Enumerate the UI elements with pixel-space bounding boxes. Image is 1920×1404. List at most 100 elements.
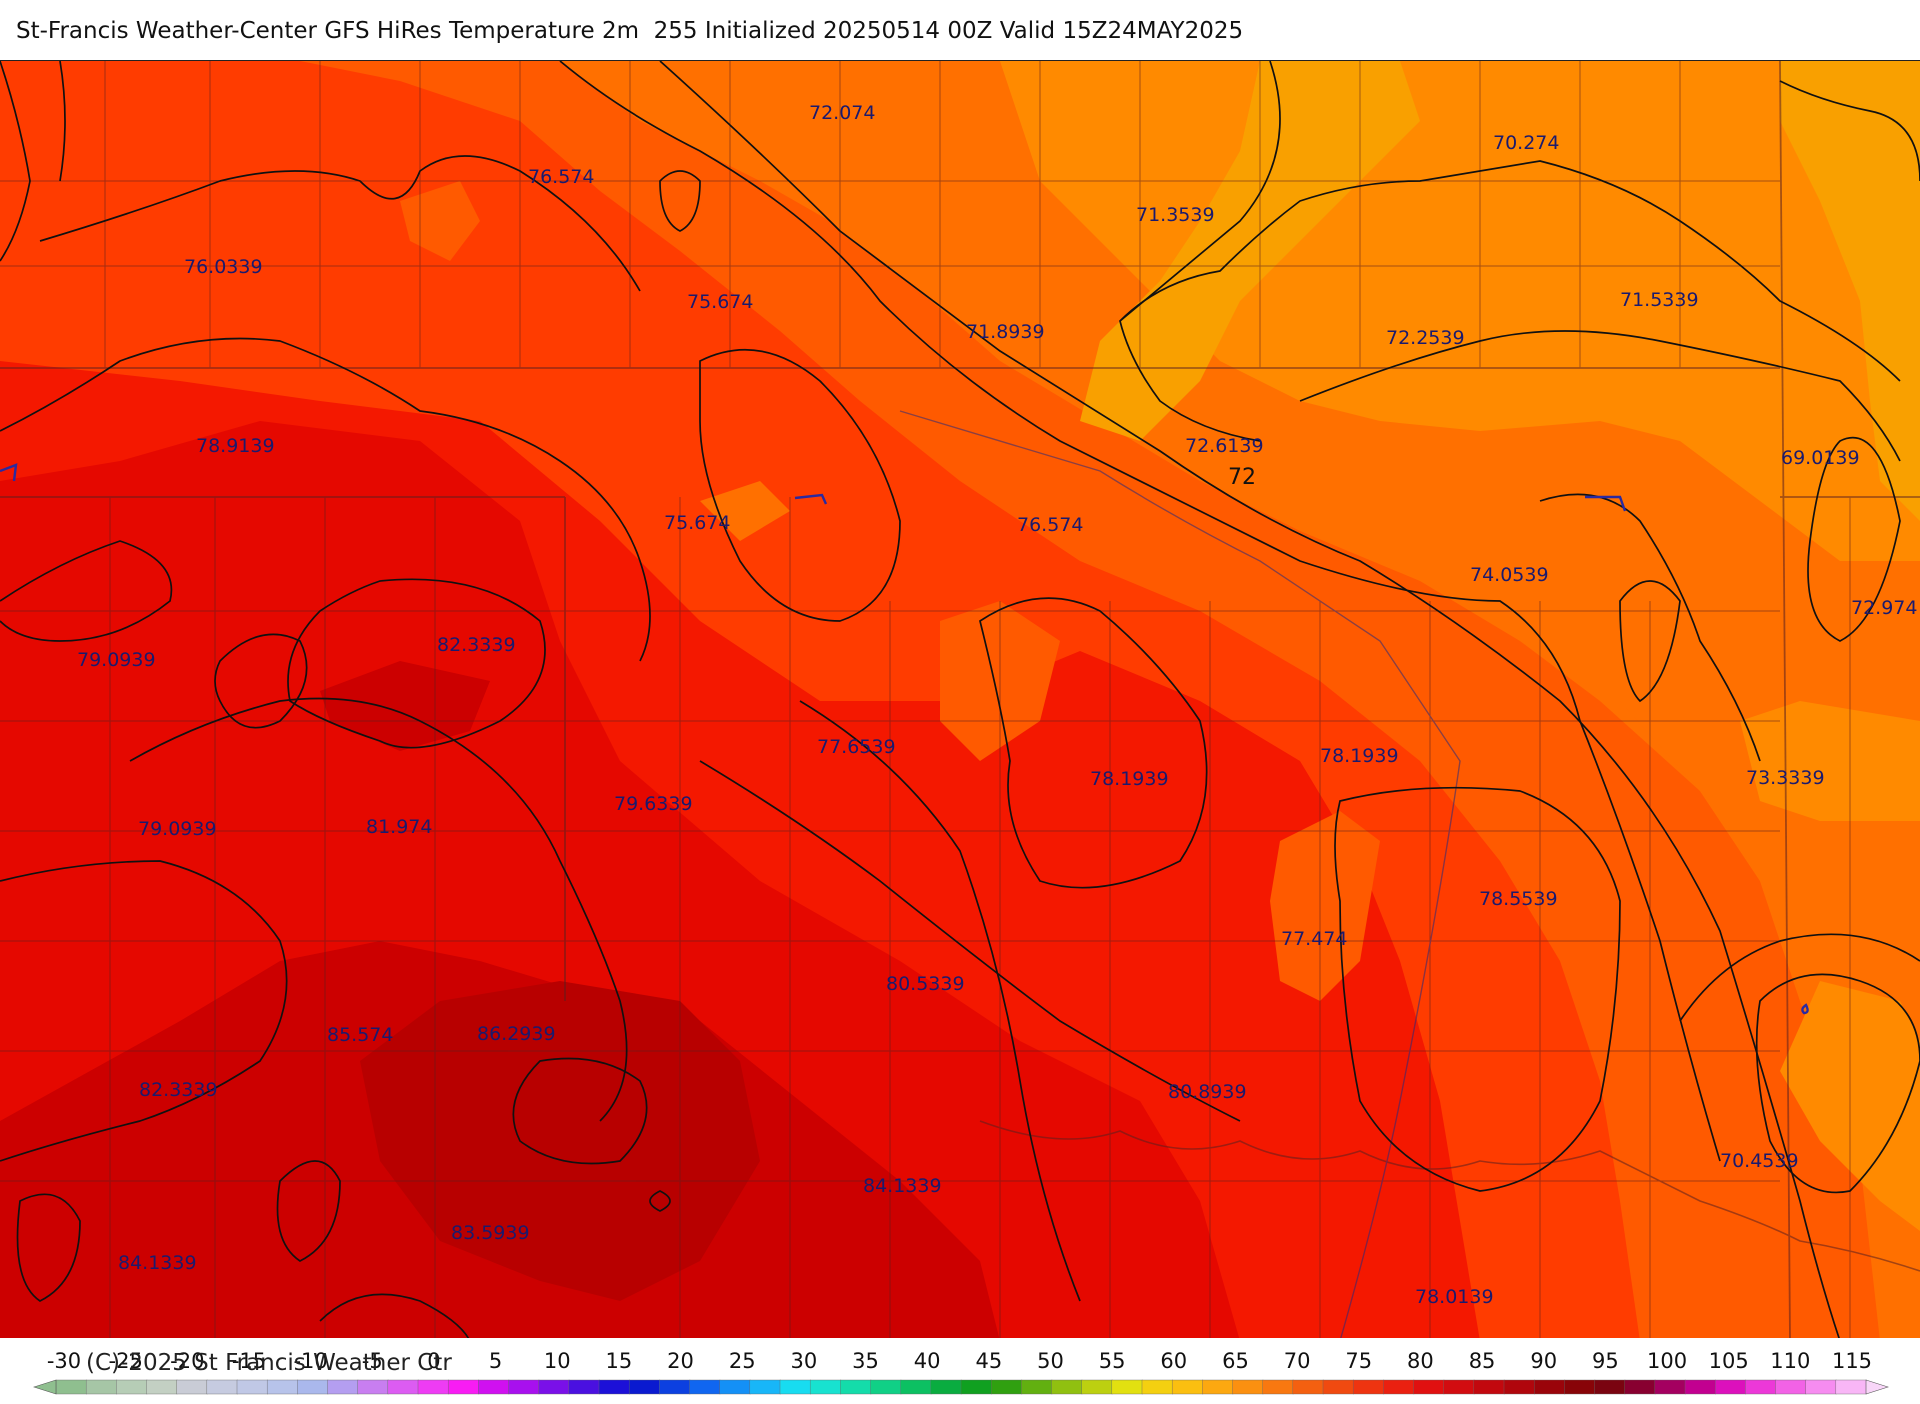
legend-tick-label: 50 [1037, 1349, 1064, 1373]
contour-line [39, 155, 641, 292]
legend-swatch [960, 1379, 992, 1395]
contour-line [1119, 160, 1901, 382]
legend-tick-label: 65 [1222, 1349, 1249, 1373]
contour-line [659, 170, 701, 232]
point-label: 71.3539 [1136, 204, 1215, 226]
legend-swatch [1775, 1379, 1807, 1395]
point-label: 72.6139 [1185, 435, 1264, 457]
legend-swatch [749, 1379, 781, 1395]
point-label: 71.5339 [1620, 289, 1699, 311]
contour-line [1119, 61, 1281, 442]
legend-swatch [1714, 1379, 1747, 1395]
point-label: 84.1339 [863, 1175, 942, 1197]
point-label: 78.9139 [196, 435, 275, 457]
contour-line [319, 1293, 470, 1339]
contour-line [214, 633, 308, 729]
legend-swatch [900, 1379, 932, 1395]
fill-hotspot-crimson-dark-2 [320, 661, 490, 751]
contour-line [1334, 786, 1621, 1192]
contour-line [0, 337, 651, 662]
legend-swatch [659, 1379, 691, 1395]
point-label: 77.474 [1281, 928, 1347, 950]
legend-swatch [1413, 1379, 1445, 1395]
point-label: 78.0139 [1415, 1286, 1494, 1308]
point-label: 77.6539 [817, 736, 896, 758]
legend-swatch [1533, 1379, 1566, 1395]
legend-tick-label: 100 [1647, 1349, 1687, 1373]
legend-swatch [1171, 1379, 1204, 1395]
contour-line [649, 1190, 671, 1212]
legend-swatch [840, 1379, 872, 1395]
legend-swatch [1352, 1379, 1385, 1395]
legend-tick-label: 105 [1709, 1349, 1749, 1373]
legend-tick-label: -20 [170, 1349, 204, 1373]
contour-line [1619, 580, 1681, 703]
point-label: 86.2939 [477, 1023, 556, 1045]
point-label: 85.574 [327, 1024, 393, 1046]
map-panel: 72 72.074 70.274 76.574 71.3539 76.0339 … [0, 60, 1920, 1339]
legend-swatch [1684, 1379, 1716, 1395]
contour-line [1807, 436, 1901, 642]
contour-line [699, 349, 901, 622]
point-label: 71.8939 [966, 321, 1045, 343]
legend-tick-label: 70 [1284, 1349, 1311, 1373]
legend-swatch [146, 1379, 178, 1395]
legend-swatch [206, 1379, 238, 1395]
legend-swatch [628, 1379, 661, 1395]
point-label: 72.074 [809, 102, 875, 124]
legend-tick-label: -5 [362, 1349, 383, 1373]
contour-line [512, 1057, 648, 1165]
contour-line [659, 61, 1841, 1339]
legend-swatch [1202, 1379, 1234, 1395]
legend-swatch [447, 1379, 480, 1395]
legend-left-arrow [33, 1379, 57, 1395]
legend-right-arrow [1865, 1379, 1889, 1395]
point-label: 76.574 [528, 166, 594, 188]
legend-swatch [266, 1379, 299, 1395]
point-label: 72.2539 [1386, 327, 1465, 349]
legend-tick-label: 0 [427, 1349, 440, 1373]
contour-line [276, 1160, 341, 1262]
legend-tick-label: 15 [606, 1349, 633, 1373]
point-label: 80.5339 [886, 973, 965, 995]
river-boundary [899, 410, 1461, 1339]
legend-tick-label: -30 [47, 1349, 81, 1373]
legend-tick-label: 90 [1530, 1349, 1557, 1373]
point-label: 84.1339 [118, 1252, 197, 1274]
legend-tick-labels: -30 -25 -20 -15 -10 -5 0 5 10 15 20 25 30 35 40 45 50 55 6… [47, 1349, 1872, 1373]
legend-swatch [236, 1379, 268, 1395]
river-boundary [979, 1120, 1920, 1272]
contour-line [979, 597, 1208, 889]
legend-swatch [1322, 1379, 1354, 1395]
legend-tick-label: -15 [232, 1349, 266, 1373]
contour-line [0, 540, 173, 642]
legend-swatch [1473, 1379, 1505, 1395]
fill-band-orange-east-2 [1740, 701, 1920, 821]
contour-line [59, 61, 66, 182]
legend-swatch [1383, 1379, 1415, 1395]
legend-swatch [538, 1379, 570, 1395]
temperature-map: 72 72.074 70.274 76.574 71.3539 76.0339 … [0, 61, 1920, 1339]
legend-swatch [930, 1379, 962, 1395]
fill-band-orange-light-1 [1080, 61, 1420, 441]
point-label: 72.974 [1851, 597, 1917, 619]
legend-swatch [1081, 1379, 1113, 1395]
legend-swatch [1292, 1379, 1324, 1395]
contour-line [699, 760, 1241, 1122]
contour-line [16, 1193, 81, 1302]
legend-swatch [1805, 1379, 1837, 1395]
point-label: 75.674 [664, 512, 730, 534]
legend-swatch [1051, 1379, 1083, 1395]
legend-swatch [1111, 1379, 1143, 1395]
contour-line [1679, 933, 1920, 1022]
point-label: 80.8939 [1168, 1081, 1247, 1103]
point-label: 82.3339 [437, 634, 516, 656]
legend-tick-label: 20 [667, 1349, 694, 1373]
point-label: 75.674 [687, 291, 753, 313]
legend-swatch [1594, 1379, 1626, 1395]
legend-swatch [1654, 1379, 1686, 1395]
legend-tick-label: -10 [293, 1349, 327, 1373]
legend-tick-label: 25 [729, 1349, 756, 1373]
legend-swatch [1262, 1379, 1294, 1395]
point-label: 70.4539 [1720, 1150, 1799, 1172]
